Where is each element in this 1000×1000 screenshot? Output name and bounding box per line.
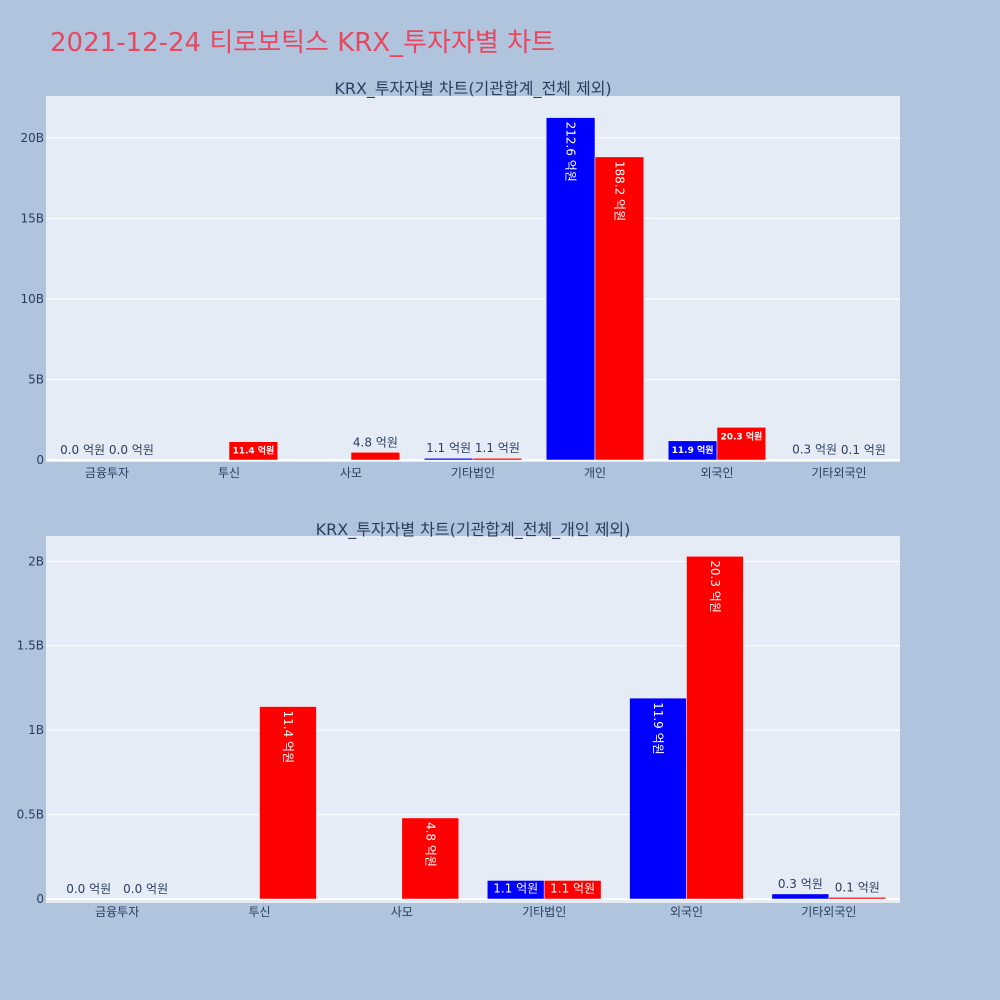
x-tick-label: 금융투자 <box>95 905 139 919</box>
data-label: 1.1 억원 <box>493 881 538 895</box>
bar <box>828 897 887 900</box>
bar <box>771 893 830 900</box>
bar <box>259 706 317 900</box>
y-tick-label: 5B <box>28 372 44 386</box>
y-tick-label: 2B <box>28 554 44 568</box>
data-label: 1.1 억원 <box>550 881 595 895</box>
data-label: 11.4 억원 <box>232 445 274 457</box>
data-label: 4.8 억원 <box>423 822 437 867</box>
x-tick-label: 외국인 <box>670 905 703 919</box>
data-label: 1.1 억원 <box>475 441 520 455</box>
data-label: 212.6 억원 <box>564 122 578 182</box>
bar <box>423 457 474 461</box>
x-tick-label: 개인 <box>584 466 606 480</box>
data-label: 0.0 억원 <box>60 443 105 457</box>
data-label: 0.1 억원 <box>841 443 886 457</box>
y-tick-label: 1B <box>28 723 44 737</box>
data-label: 0.0 억원 <box>109 443 154 457</box>
x-tick-label: 기타법인 <box>522 905 566 919</box>
data-label: 0.0 억원 <box>123 882 168 896</box>
bottom-chart: 0 0.5B 1B 1.5B 2B KRX_투자자별 차트(기관합계_전체_개인 제외) 금… <box>17 520 900 919</box>
y-tick-label: 1.5B <box>17 639 44 653</box>
bar <box>472 457 523 461</box>
plot-area <box>46 96 900 462</box>
data-label: 11.9 억원 <box>651 702 665 755</box>
chart-title: KRX_투자자별 차트(기관합계_전체 제외) <box>334 79 611 99</box>
y-tick-label: 0 <box>36 453 44 467</box>
bar <box>686 556 744 900</box>
bar <box>350 452 401 461</box>
bar <box>545 117 596 461</box>
x-tick-label: 기타외국인 <box>811 466 866 480</box>
x-tick-label: 금융투자 <box>85 466 129 480</box>
data-label: 20.3 억원 <box>708 560 722 613</box>
bar <box>629 697 687 900</box>
x-tick-label: 투신 <box>218 466 240 480</box>
data-label: 0.1 억원 <box>835 880 880 894</box>
y-tick-label: 15B <box>20 211 44 225</box>
data-label: 11.9 억원 <box>672 444 714 456</box>
data-label: 0.3 억원 <box>792 443 837 457</box>
y-tick-label: 0 <box>36 892 44 906</box>
x-tick-label: 사모 <box>340 466 362 480</box>
bar <box>228 441 279 461</box>
data-label: 188.2 억원 <box>612 161 626 221</box>
page-title: 2021-12-24 티로보틱스 KRX_투자자별 차트 <box>50 28 555 58</box>
x-tick-label: 투신 <box>248 905 270 919</box>
bar <box>543 880 602 900</box>
x-tick-label: 사모 <box>391 905 413 919</box>
x-tick-label: 기타외국인 <box>801 905 856 919</box>
y-tick-label: 0.5B <box>17 808 44 822</box>
data-label: 20.3 억원 <box>720 430 762 442</box>
y-tick-label: 20B <box>20 131 44 145</box>
x-tick-label: 기타법인 <box>451 466 495 480</box>
data-label: 0.0 억원 <box>66 882 111 896</box>
top-chart: 0 5B 10B 15B 20B KRX_투자자별 차트(기관합계_전체 제외) 금융투자 0… <box>20 79 900 480</box>
data-label: 0.3 억원 <box>778 877 823 891</box>
bar <box>716 427 767 461</box>
plot-area <box>46 536 900 903</box>
data-label: 4.8 억원 <box>353 435 398 449</box>
chart-title: KRX_투자자별 차트(기관합계_전체_개인 제외) <box>316 520 631 540</box>
data-label: 11.4 억원 <box>281 711 295 764</box>
bar <box>401 817 460 900</box>
x-tick-label: 외국인 <box>700 466 733 480</box>
data-label: 1.1 억원 <box>426 441 471 455</box>
bar <box>594 156 645 461</box>
y-tick-label: 10B <box>20 292 44 306</box>
